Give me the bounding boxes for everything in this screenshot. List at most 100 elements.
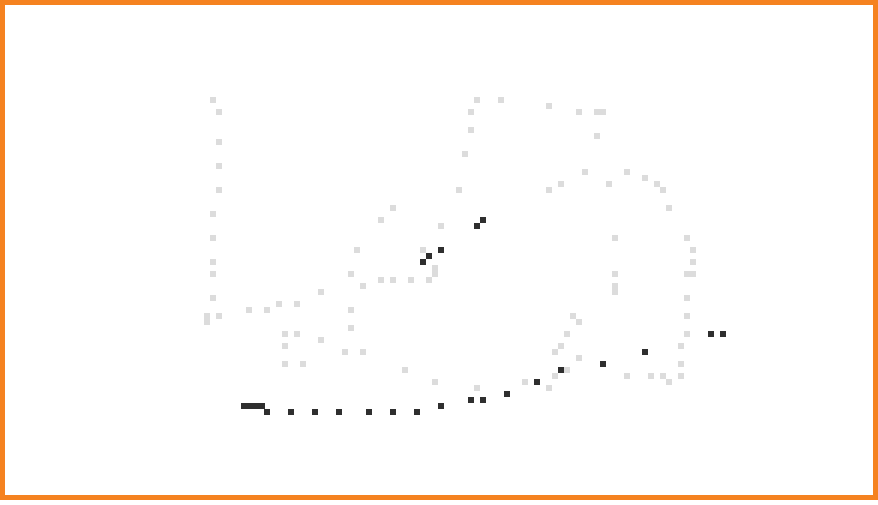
faint-dot — [624, 169, 630, 175]
dark-dot — [642, 349, 648, 355]
faint-dot — [318, 289, 324, 295]
faint-dot — [378, 217, 384, 223]
faint-dot — [390, 205, 396, 211]
faint-dot — [390, 277, 396, 283]
faint-dot — [354, 247, 360, 253]
faint-dot — [210, 211, 216, 217]
faint-dot — [282, 343, 288, 349]
faint-dot — [666, 205, 672, 211]
faint-dot — [408, 277, 414, 283]
faint-dot — [342, 349, 348, 355]
faint-dot — [546, 103, 552, 109]
dark-dot — [312, 409, 318, 415]
dark-dot — [474, 223, 480, 229]
faint-dot — [282, 361, 288, 367]
dark-dot — [480, 217, 486, 223]
faint-dot — [666, 379, 672, 385]
faint-dot — [660, 373, 666, 379]
faint-dot — [462, 151, 468, 157]
faint-dot — [474, 385, 480, 391]
faint-dot — [678, 373, 684, 379]
faint-dot — [474, 97, 480, 103]
faint-dot — [282, 331, 288, 337]
faint-dot — [294, 301, 300, 307]
faint-dot — [438, 223, 444, 229]
faint-dot — [216, 313, 222, 319]
dark-dot — [426, 253, 432, 259]
dark-dot — [534, 379, 540, 385]
faint-dot — [594, 133, 600, 139]
dark-dot — [288, 409, 294, 415]
faint-dot — [204, 319, 210, 325]
faint-dot — [594, 109, 600, 115]
faint-dot — [678, 361, 684, 367]
faint-dot — [348, 271, 354, 277]
dark-dot — [414, 409, 420, 415]
faint-dot — [264, 307, 270, 313]
faint-dot — [468, 127, 474, 133]
faint-dot — [432, 265, 438, 271]
dark-dot — [336, 409, 342, 415]
faint-dot — [546, 385, 552, 391]
faint-dot — [654, 181, 660, 187]
faint-dot — [210, 235, 216, 241]
faint-dot — [576, 355, 582, 361]
faint-dot — [612, 283, 618, 289]
dark-dot — [264, 409, 270, 415]
faint-dot — [522, 379, 528, 385]
faint-dot — [648, 373, 654, 379]
dark-dot — [468, 397, 474, 403]
faint-dot — [558, 181, 564, 187]
faint-dot — [426, 277, 432, 283]
faint-dot — [582, 169, 588, 175]
faint-dot — [684, 295, 690, 301]
faint-dot — [432, 379, 438, 385]
dark-dot — [438, 247, 444, 253]
faint-dot — [402, 367, 408, 373]
faint-dot — [600, 109, 606, 115]
faint-dot — [558, 343, 564, 349]
faint-dot — [276, 301, 282, 307]
faint-dot — [348, 325, 354, 331]
faint-dot — [432, 271, 438, 277]
faint-dot — [564, 367, 570, 373]
faint-dot — [216, 187, 222, 193]
faint-dot — [642, 175, 648, 181]
dark-dot — [720, 331, 726, 337]
faint-dot — [360, 349, 366, 355]
dot-scene-canvas — [204, 97, 726, 415]
faint-dot — [690, 247, 696, 253]
dark-dot — [504, 391, 510, 397]
faint-dot — [210, 97, 216, 103]
faint-dot — [378, 277, 384, 283]
faint-dot — [420, 247, 426, 253]
faint-dot — [612, 235, 618, 241]
faint-dot — [612, 271, 618, 277]
faint-dot — [690, 259, 696, 265]
dark-dot — [366, 409, 372, 415]
faint-dot — [576, 319, 582, 325]
faint-dot — [216, 109, 222, 115]
faint-dot — [552, 349, 558, 355]
faint-dot — [294, 331, 300, 337]
faint-dot — [570, 313, 576, 319]
faint-dot — [546, 187, 552, 193]
faint-dot — [468, 109, 474, 115]
faint-dot — [204, 313, 210, 319]
faint-dot — [624, 373, 630, 379]
dark-dot — [600, 361, 606, 367]
faint-dot — [318, 337, 324, 343]
faint-dot — [456, 187, 462, 193]
faint-dot — [210, 271, 216, 277]
faint-dot — [498, 97, 504, 103]
faint-dot — [612, 289, 618, 295]
faint-dot — [300, 361, 306, 367]
dark-dot — [708, 331, 714, 337]
faint-dot — [660, 187, 666, 193]
faint-dot — [684, 271, 690, 277]
faint-dot — [690, 271, 696, 277]
faint-dot — [684, 235, 690, 241]
faint-dot — [552, 373, 558, 379]
dark-bar — [241, 403, 265, 409]
